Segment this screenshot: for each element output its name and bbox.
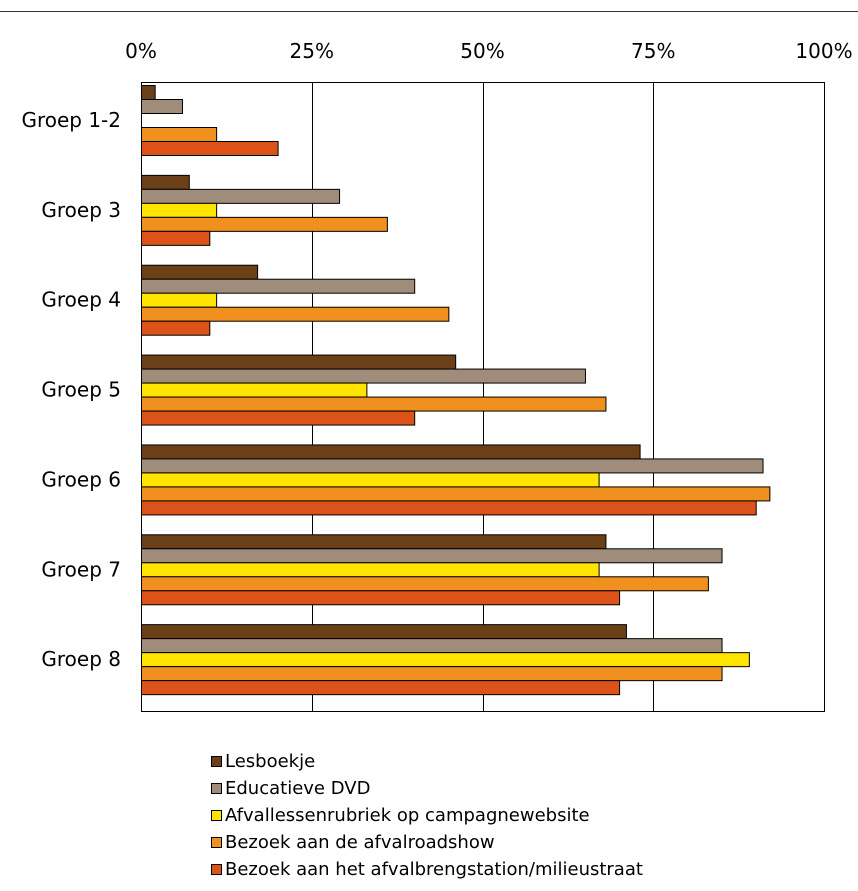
- legend-item: Afvallessenrubriek op campagnewebsite: [211, 802, 643, 829]
- category-label: Groep 3: [41, 198, 121, 222]
- legend-label: Educatieve DVD: [225, 778, 371, 799]
- bar: [141, 500, 757, 516]
- category-label: Groep 8: [41, 647, 121, 671]
- bar: [141, 534, 607, 550]
- bar: [141, 666, 723, 682]
- bar: [141, 127, 218, 142]
- legend-item: Bezoek aan de afvalroadshow: [211, 829, 643, 856]
- category-label: Groep 6: [41, 467, 121, 491]
- category-labels: Groep 1-2 Groep 3 Groep 4 Groep 5 Groep 6 Gro…: [21, 108, 121, 671]
- legend-swatch: [211, 864, 222, 875]
- bar: [141, 562, 600, 578]
- legend-swatch: [211, 810, 222, 821]
- bar: [141, 306, 450, 322]
- category-label: Groep 7: [41, 557, 121, 581]
- bar: [141, 444, 641, 460]
- legend-swatch: [211, 783, 222, 794]
- bar: [141, 458, 764, 474]
- x-tick-labels: 0% 25% 50% 75% 100%: [125, 39, 852, 63]
- bars: [141, 85, 771, 696]
- legend-item: Lesboekje: [211, 748, 643, 775]
- category-label: Groep 1-2: [21, 108, 121, 132]
- bar: [141, 624, 627, 640]
- category-label: Groep 4: [41, 288, 121, 312]
- bar: [141, 174, 190, 190]
- bar: [141, 264, 259, 280]
- bar: [141, 396, 607, 412]
- bar: [141, 216, 388, 232]
- legend-item: Educatieve DVD: [211, 775, 643, 802]
- x-tick-label: 25%: [290, 39, 334, 63]
- x-tick-label: 50%: [460, 39, 504, 63]
- bar: [141, 382, 368, 398]
- bar: [141, 99, 183, 114]
- legend: Lesboekje Educatieve DVD Afvallessenrubrie…: [211, 748, 643, 883]
- bar: [141, 680, 621, 696]
- x-tick-label: 100%: [795, 39, 852, 63]
- bar: [141, 548, 723, 564]
- bar: [141, 368, 586, 384]
- bar: [141, 230, 211, 246]
- legend-swatch: [211, 756, 222, 767]
- x-tick-label: 0%: [125, 39, 157, 63]
- plot-frame: [141, 82, 825, 712]
- bar: [141, 638, 723, 654]
- bar: [141, 486, 771, 502]
- legend-label: Bezoek aan de afvalroadshow: [225, 832, 495, 853]
- bar: [141, 188, 341, 204]
- legend-item: Bezoek aan het afvalbrengstation/milieus…: [211, 856, 643, 883]
- bar: [141, 576, 709, 592]
- bar: [141, 354, 457, 370]
- bar: [141, 202, 218, 218]
- bar: [141, 141, 279, 156]
- legend-label: Bezoek aan het afvalbrengstation/milieus…: [225, 859, 643, 880]
- bar: [141, 292, 218, 308]
- legend-label: Lesboekje: [225, 751, 316, 772]
- legend-swatch: [211, 837, 222, 848]
- bar: [141, 590, 621, 606]
- top-divider: [0, 11, 858, 12]
- bar: [141, 410, 416, 426]
- bar: [141, 85, 156, 100]
- category-label: Groep 5: [41, 378, 121, 402]
- legend-label: Afvallessenrubriek op campagnewebsite: [225, 805, 590, 826]
- bar: [141, 278, 416, 294]
- bar: [141, 320, 211, 336]
- bar: [141, 652, 750, 668]
- x-tick-label: 75%: [631, 39, 675, 63]
- bar: [141, 472, 600, 488]
